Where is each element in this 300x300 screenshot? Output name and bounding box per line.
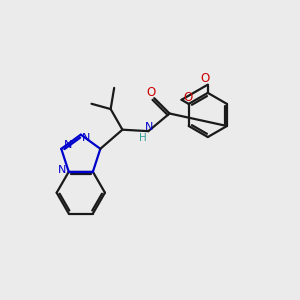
Text: N: N bbox=[58, 165, 66, 175]
Text: N: N bbox=[82, 133, 90, 143]
Text: O: O bbox=[146, 86, 155, 99]
Text: O: O bbox=[183, 91, 193, 104]
Text: O: O bbox=[201, 72, 210, 85]
Text: N: N bbox=[145, 122, 153, 132]
Text: H: H bbox=[139, 133, 147, 143]
Text: N: N bbox=[64, 140, 72, 150]
